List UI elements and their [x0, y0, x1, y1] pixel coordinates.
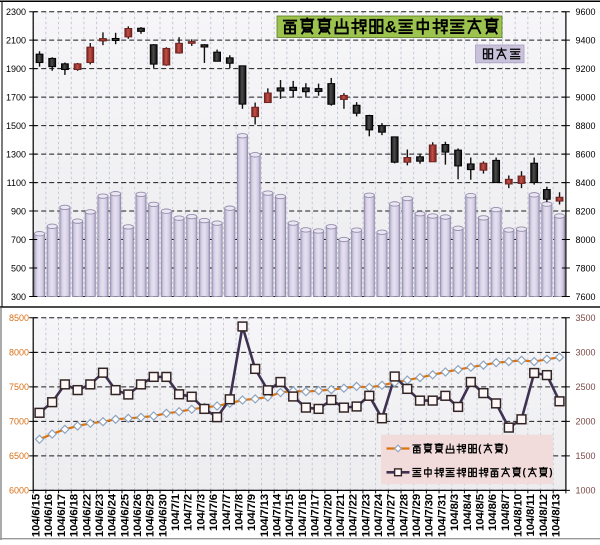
svg-text:2300: 2300: [6, 7, 26, 17]
svg-text:104/8/10: 104/8/10: [513, 494, 525, 537]
svg-text:104/7/9: 104/7/9: [246, 494, 258, 531]
svg-text:8500: 8500: [9, 313, 29, 323]
svg-text:104/7/17: 104/7/17: [310, 494, 322, 537]
svg-text:6000: 6000: [9, 486, 29, 496]
svg-text:104/8/13: 104/8/13: [551, 494, 563, 537]
svg-text:2000: 2000: [576, 417, 596, 427]
svg-text:9600: 9600: [576, 7, 596, 17]
svg-text:104/7/23: 104/7/23: [360, 494, 372, 537]
svg-text:104/6/15: 104/6/15: [31, 493, 43, 537]
svg-text:8200: 8200: [576, 206, 596, 216]
svg-text:1300: 1300: [6, 149, 26, 159]
svg-text:104/7/31: 104/7/31: [436, 493, 448, 537]
svg-text:1900: 1900: [6, 64, 26, 74]
svg-text:(: (: [523, 468, 527, 479]
svg-text:104/7/13: 104/7/13: [259, 494, 271, 537]
svg-text:104/6/29: 104/6/29: [145, 494, 157, 537]
svg-text:104/6/22: 104/6/22: [81, 494, 93, 537]
svg-text:7800: 7800: [576, 263, 596, 273]
svg-text:(: (: [478, 444, 482, 455]
svg-text:): ): [505, 444, 508, 455]
svg-text:): ): [549, 468, 552, 479]
svg-text:2100: 2100: [6, 36, 26, 46]
svg-text:104/7/28: 104/7/28: [398, 494, 410, 537]
svg-text:9200: 9200: [576, 64, 596, 74]
svg-text:7600: 7600: [576, 292, 596, 302]
svg-text:104/7/29: 104/7/29: [411, 494, 423, 537]
svg-text:8000: 8000: [576, 235, 596, 245]
svg-text:104/7/2: 104/7/2: [183, 494, 195, 531]
svg-text:104/8/12: 104/8/12: [538, 494, 550, 537]
svg-text:104/6/16: 104/6/16: [43, 494, 55, 537]
svg-text:3000: 3000: [576, 348, 596, 358]
svg-text:8000: 8000: [9, 348, 29, 358]
svg-text:104/7/8: 104/7/8: [234, 494, 246, 531]
svg-text:500: 500: [11, 263, 26, 273]
svg-text:900: 900: [11, 206, 26, 216]
svg-text:104/7/1: 104/7/1: [170, 493, 182, 531]
svg-text:104/6/17: 104/6/17: [56, 494, 68, 537]
svg-text:104/8/4: 104/8/4: [462, 493, 474, 531]
svg-text:104/6/25: 104/6/25: [119, 493, 131, 537]
svg-text:8600: 8600: [576, 149, 596, 159]
svg-text:1500: 1500: [6, 121, 26, 131]
svg-text:1100: 1100: [7, 178, 26, 188]
svg-text:104/7/6: 104/7/6: [208, 494, 220, 531]
svg-text:8800: 8800: [576, 121, 596, 131]
svg-text:1500: 1500: [576, 451, 596, 461]
svg-text:&: &: [385, 18, 397, 37]
svg-text:104/7/30: 104/7/30: [424, 494, 436, 537]
svg-text:1000: 1000: [576, 486, 596, 496]
svg-text:104/7/16: 104/7/16: [297, 494, 309, 537]
svg-text:104/8/6: 104/8/6: [487, 494, 499, 531]
svg-text:104/7/7: 104/7/7: [221, 494, 233, 531]
svg-text:104/7/21: 104/7/21: [335, 493, 347, 537]
svg-text:104/8/3: 104/8/3: [449, 494, 461, 531]
svg-text:104/6/24: 104/6/24: [107, 493, 119, 537]
svg-text:104/7/24: 104/7/24: [373, 493, 385, 537]
svg-text:700: 700: [11, 235, 26, 245]
svg-text:104/6/26: 104/6/26: [132, 494, 144, 537]
svg-text:7000: 7000: [9, 417, 29, 427]
svg-text:104/7/27: 104/7/27: [386, 494, 398, 537]
svg-text:104/7/22: 104/7/22: [348, 494, 360, 537]
svg-text:104/7/15: 104/7/15: [284, 493, 296, 537]
svg-text:8400: 8400: [576, 178, 596, 188]
svg-text:104/6/18: 104/6/18: [69, 494, 81, 537]
svg-text:104/6/30: 104/6/30: [157, 494, 169, 537]
svg-text:3500: 3500: [576, 313, 596, 323]
svg-text:104/8/7: 104/8/7: [500, 494, 512, 531]
svg-text:104/7/20: 104/7/20: [322, 494, 334, 537]
svg-text:300: 300: [11, 292, 26, 302]
svg-text:104/8/5: 104/8/5: [474, 493, 486, 531]
svg-text:104/6/23: 104/6/23: [94, 494, 106, 537]
svg-text:2500: 2500: [576, 382, 596, 392]
svg-text:7500: 7500: [9, 382, 29, 392]
svg-text:9400: 9400: [576, 36, 596, 46]
svg-text:1700: 1700: [6, 92, 26, 102]
svg-text:104/7/14: 104/7/14: [272, 493, 284, 537]
svg-text:9000: 9000: [576, 92, 596, 102]
svg-text:104/8/11: 104/8/11: [525, 493, 537, 536]
svg-text:6500: 6500: [9, 451, 29, 461]
svg-text:104/7/3: 104/7/3: [195, 494, 207, 531]
